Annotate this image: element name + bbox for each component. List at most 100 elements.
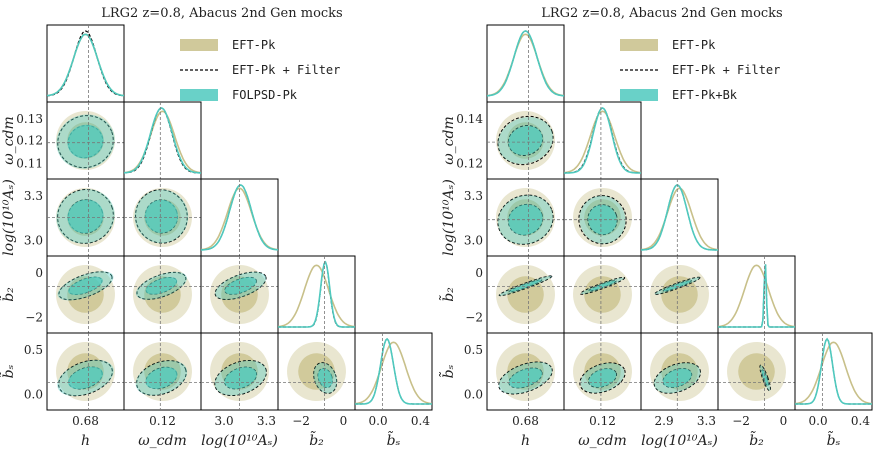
contour-1 xyxy=(214,271,267,300)
panel-1-0 xyxy=(486,101,565,180)
y-tick-label: −2 xyxy=(465,311,483,325)
panel-3-3 xyxy=(717,255,796,334)
legend: EFT-Pk EFT-Pk + Filter FOLPSD-Pk xyxy=(180,38,340,102)
corner-plot-1: LRG2 z=0.8, Abacus 2nd Gen mocks 0.68 h 0.1… xyxy=(0,6,433,449)
legend-label-0: EFT-Pk xyxy=(232,38,276,52)
contour-2 xyxy=(588,204,617,235)
marginal-2 xyxy=(718,264,795,328)
legend-label-2: EFT-Pk+Bk xyxy=(672,88,738,102)
contour-2 xyxy=(224,277,257,295)
marginal-2 xyxy=(641,184,718,251)
panel-0-0 xyxy=(46,24,125,103)
marginal-2 xyxy=(355,337,432,405)
contour-1 xyxy=(214,359,267,396)
marginal-0 xyxy=(278,264,355,328)
y-tick-label: 3.0 xyxy=(464,234,483,248)
y-tick-label: 0.5 xyxy=(24,343,43,357)
x-axis-label: b̃ₛ xyxy=(387,430,401,449)
marginal-2 xyxy=(564,107,641,174)
x-axis-label: h xyxy=(81,433,90,449)
contour-2 xyxy=(508,125,543,156)
y-tick-label: 0 xyxy=(475,266,483,280)
contour-1 xyxy=(135,189,188,244)
panel-4-4 xyxy=(794,332,873,411)
panel-4-1 xyxy=(563,332,642,411)
marginal-0 xyxy=(564,110,641,174)
contour-2 xyxy=(224,367,257,389)
contour-2 xyxy=(67,124,104,159)
panel-4-2 xyxy=(640,332,719,411)
contour-2 xyxy=(663,280,692,292)
contour-1 xyxy=(57,188,114,244)
legend-label-2: FOLPSD-Pk xyxy=(232,88,298,102)
legend-swatch-2 xyxy=(180,89,218,101)
x-tick-label: 0 xyxy=(780,414,788,428)
contour-1 xyxy=(136,271,187,300)
contour-2 xyxy=(145,367,178,389)
panel-1-1 xyxy=(123,101,202,180)
x-axis-label: h xyxy=(521,433,530,449)
panel-4-1 xyxy=(123,332,202,411)
x-axis-label: ω_cdm xyxy=(578,433,627,449)
contour-1 xyxy=(587,204,618,236)
legend-swatch-2 xyxy=(620,89,658,101)
y-tick-label: 0.14 xyxy=(456,112,483,126)
x-axis-label: log(10¹⁰Aₛ) xyxy=(201,433,278,449)
marginal-2 xyxy=(124,107,201,174)
panel-4-2 xyxy=(200,332,279,411)
contour-1 xyxy=(653,362,701,394)
contour-1 xyxy=(58,271,113,301)
x-axis-label: b̃ₛ xyxy=(827,430,841,449)
y-axis-label: ω_cdm xyxy=(441,116,457,165)
contour-1 xyxy=(588,280,617,292)
y-axis-label: log(10¹⁰Aₛ) xyxy=(1,179,17,256)
contour-1 xyxy=(587,368,618,388)
legend-swatch-0 xyxy=(180,39,218,51)
x-axis-label: ω_cdm xyxy=(138,433,187,449)
panel-3-0 xyxy=(46,255,125,334)
corner-plot-2: LRG2 z=0.8, Abacus 2nd Gen mocks 0.68 h 0.1… xyxy=(438,6,873,449)
contour-1 xyxy=(498,361,553,395)
panel-3-1 xyxy=(123,255,202,334)
contour-1 xyxy=(579,276,626,295)
marginal-0 xyxy=(641,187,718,251)
legend-label-1: EFT-Pk + Filter xyxy=(232,63,340,77)
panel-4-0 xyxy=(46,332,125,411)
x-axis-label: b̃₂ xyxy=(749,430,764,449)
contour-2 xyxy=(508,204,543,235)
panel-4-3 xyxy=(717,332,796,411)
x-tick-label: −2 xyxy=(292,414,310,428)
x-tick-label: 2.9 xyxy=(655,414,674,428)
contour-0 xyxy=(507,276,544,313)
panel-3-2 xyxy=(640,255,719,334)
panel-3-1 xyxy=(563,255,642,334)
x-tick-label: 0.0 xyxy=(369,414,388,428)
panel-2-2 xyxy=(200,178,279,257)
x-tick-label: 0.68 xyxy=(512,414,539,428)
marginal-2 xyxy=(487,30,564,97)
contour-2 xyxy=(589,280,616,291)
contour-1 xyxy=(759,364,771,392)
y-axis-label: log(10¹⁰Aₛ) xyxy=(441,179,457,256)
contour-2 xyxy=(67,199,104,234)
contour-1 xyxy=(58,359,113,397)
y-tick-label: 3.0 xyxy=(24,234,43,248)
contour-1 xyxy=(579,362,626,394)
x-tick-label: 0.12 xyxy=(149,414,176,428)
x-tick-label: −2 xyxy=(732,414,750,428)
contour-2 xyxy=(662,368,692,388)
contour-1 xyxy=(497,115,554,166)
panel-1-1 xyxy=(563,101,642,180)
x-tick-label: 3.0 xyxy=(215,414,234,428)
x-tick-label: 0.68 xyxy=(72,414,99,428)
panel-3-0 xyxy=(486,255,565,334)
panel-1-0 xyxy=(46,101,125,180)
contour-1 xyxy=(578,195,627,245)
panel-4-0 xyxy=(486,332,565,411)
y-tick-label: 0.13 xyxy=(16,112,43,126)
contour-2 xyxy=(67,366,104,390)
x-tick-label: 0.0 xyxy=(809,414,828,428)
x-axis-label: log(10¹⁰Aₛ) xyxy=(641,433,718,449)
y-tick-label: 0.0 xyxy=(24,388,43,402)
